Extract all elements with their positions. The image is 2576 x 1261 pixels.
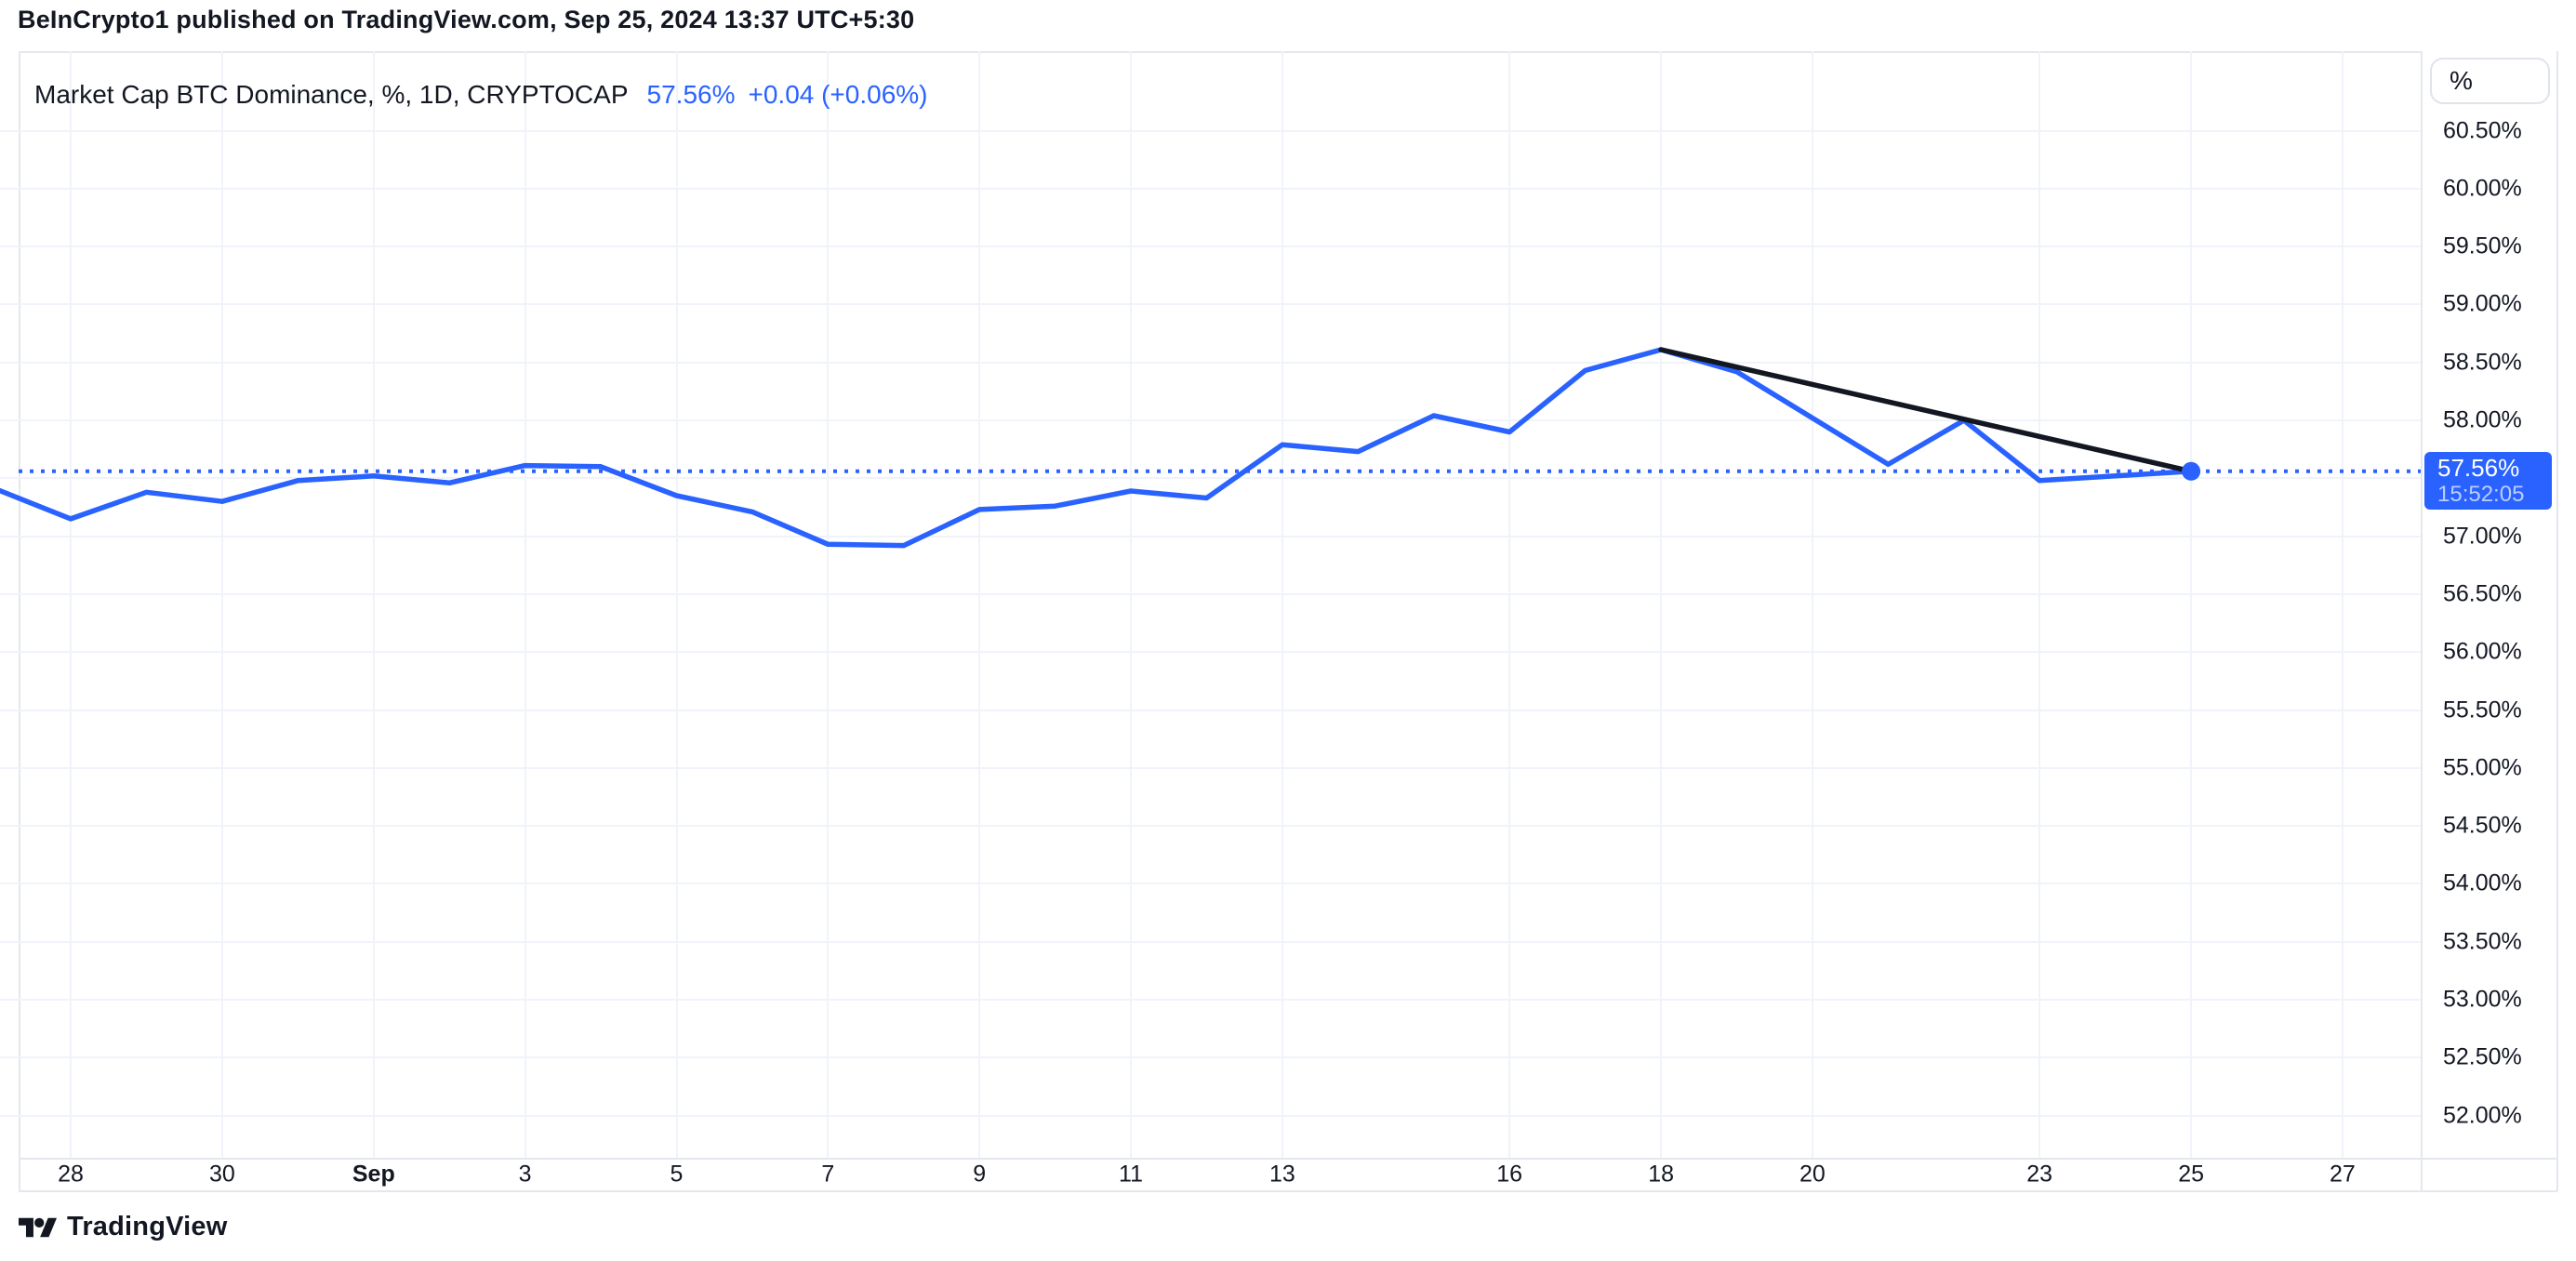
chart-right-border: [2556, 51, 2558, 1191]
price-axis-tick-label: 53.50%: [2443, 928, 2522, 955]
horizontal-gridline: [0, 246, 2421, 248]
vertical-gridline: [70, 51, 72, 1158]
axis-unit-label: %: [2450, 66, 2473, 95]
time-axis-tick-label: 16: [1496, 1161, 1523, 1188]
trend-line[interactable]: [1658, 347, 2194, 474]
current-price-value: 57.56%: [2437, 453, 2520, 482]
price-axis-tick-label: 60.00%: [2443, 175, 2522, 202]
horizontal-gridline: [0, 303, 2421, 306]
time-axis-tick-label: 18: [1648, 1161, 1674, 1188]
vertical-gridline: [1508, 51, 1511, 1158]
price-axis-tick-label: 58.50%: [2443, 349, 2522, 376]
vertical-gridline: [1811, 51, 1813, 1158]
vertical-gridline: [978, 51, 981, 1158]
chart-top-border: [19, 51, 2421, 53]
price-axis-tick-label: 54.50%: [2443, 812, 2522, 839]
axis-unit-button[interactable]: %: [2430, 58, 2550, 104]
horizontal-gridline: [0, 361, 2421, 364]
time-axis-tick-label: 9: [973, 1161, 987, 1188]
horizontal-gridline: [0, 940, 2421, 943]
time-axis-tick-label: 7: [821, 1161, 835, 1188]
symbol-title[interactable]: Market Cap BTC Dominance, %, 1D, CRYPTOC…: [34, 80, 629, 109]
price-axis-tick-label: 52.50%: [2443, 1043, 2522, 1070]
time-axis-tick-label: 30: [208, 1161, 235, 1188]
last-point-marker: [2182, 461, 2201, 481]
price-axis-tick-label: 59.50%: [2443, 232, 2522, 259]
vertical-gridline: [1130, 51, 1132, 1158]
time-axis-tick-label: 3: [518, 1161, 532, 1188]
time-axis-tick-label: 25: [2178, 1161, 2204, 1188]
legend-change-value: +0.04 (+0.06%): [748, 80, 928, 109]
horizontal-gridline: [0, 883, 2421, 885]
horizontal-gridline: [0, 592, 2421, 595]
tradingview-logo[interactable]: TradingView: [19, 1212, 228, 1242]
chart-legend: Market Cap BTC Dominance, %, 1D, CRYPTOC…: [34, 80, 928, 110]
price-axis-tick-label: 54.00%: [2443, 869, 2522, 896]
time-axis-tick-label: 23: [2026, 1161, 2053, 1188]
price-line-series: [0, 347, 2194, 549]
vertical-gridline: [2341, 51, 2344, 1158]
price-axis-tick-label: 58.00%: [2443, 406, 2522, 433]
vertical-gridline: [372, 51, 375, 1158]
chart-left-border: [19, 51, 20, 1191]
tradingview-icon: [19, 1217, 57, 1237]
vertical-gridline: [1660, 51, 1663, 1158]
vertical-gridline: [675, 51, 678, 1158]
price-axis-divider: [2421, 51, 2423, 1191]
vertical-gridline: [827, 51, 830, 1158]
price-axis-tick-label: 53.00%: [2443, 986, 2522, 1013]
price-axis-tick-label: 56.00%: [2443, 638, 2522, 665]
vertical-gridline: [220, 51, 223, 1158]
price-axis-tick-label: 55.50%: [2443, 697, 2522, 723]
time-axis-tick-label: Sep: [352, 1161, 395, 1188]
time-axis-tick-label: 27: [2329, 1161, 2356, 1188]
vertical-gridline: [2190, 51, 2193, 1158]
horizontal-gridline: [0, 129, 2421, 132]
time-axis-tick-label: 11: [1119, 1161, 1143, 1188]
time-axis-tick-label: 5: [670, 1161, 684, 1188]
price-axis-tick-label: 56.50%: [2443, 580, 2522, 607]
legend-last-value: 57.56%: [646, 80, 736, 109]
vertical-gridline: [1281, 51, 1283, 1158]
horizontal-gridline: [0, 477, 2421, 480]
vertical-gridline: [524, 51, 526, 1158]
time-axis-tick-label: 13: [1268, 1161, 1295, 1188]
price-axis-tick-label: 57.00%: [2443, 523, 2522, 550]
chart-bottom-border: [19, 1190, 2557, 1192]
horizontal-gridline: [0, 419, 2421, 421]
current-price-time: 15:52:05: [2437, 481, 2525, 507]
horizontal-gridline: [0, 999, 2421, 1001]
published-header: BeInCrypto1 published on TradingView.com…: [18, 6, 915, 33]
horizontal-gridline: [0, 766, 2421, 769]
vertical-gridline: [2038, 51, 2041, 1158]
current-price-badge: 57.56% 15:52:05: [2424, 451, 2552, 510]
horizontal-gridline: [0, 709, 2421, 711]
tradingview-brand-text: TradingView: [67, 1212, 228, 1241]
horizontal-gridline: [0, 187, 2421, 190]
horizontal-gridline: [0, 825, 2421, 828]
price-axis-tick-label: 60.50%: [2443, 117, 2522, 143]
price-axis-tick-label: 52.00%: [2443, 1102, 2522, 1129]
price-axis-tick-label: 55.00%: [2443, 754, 2522, 781]
time-axis-separator: [19, 1158, 2557, 1160]
horizontal-gridline: [0, 1056, 2421, 1059]
horizontal-gridline: [0, 1114, 2421, 1117]
horizontal-gridline: [0, 651, 2421, 654]
time-axis-tick-label: 20: [1799, 1161, 1826, 1188]
price-axis-tick-label: 59.00%: [2443, 290, 2522, 317]
horizontal-gridline: [0, 535, 2421, 538]
time-axis-tick-label: 28: [58, 1161, 84, 1188]
